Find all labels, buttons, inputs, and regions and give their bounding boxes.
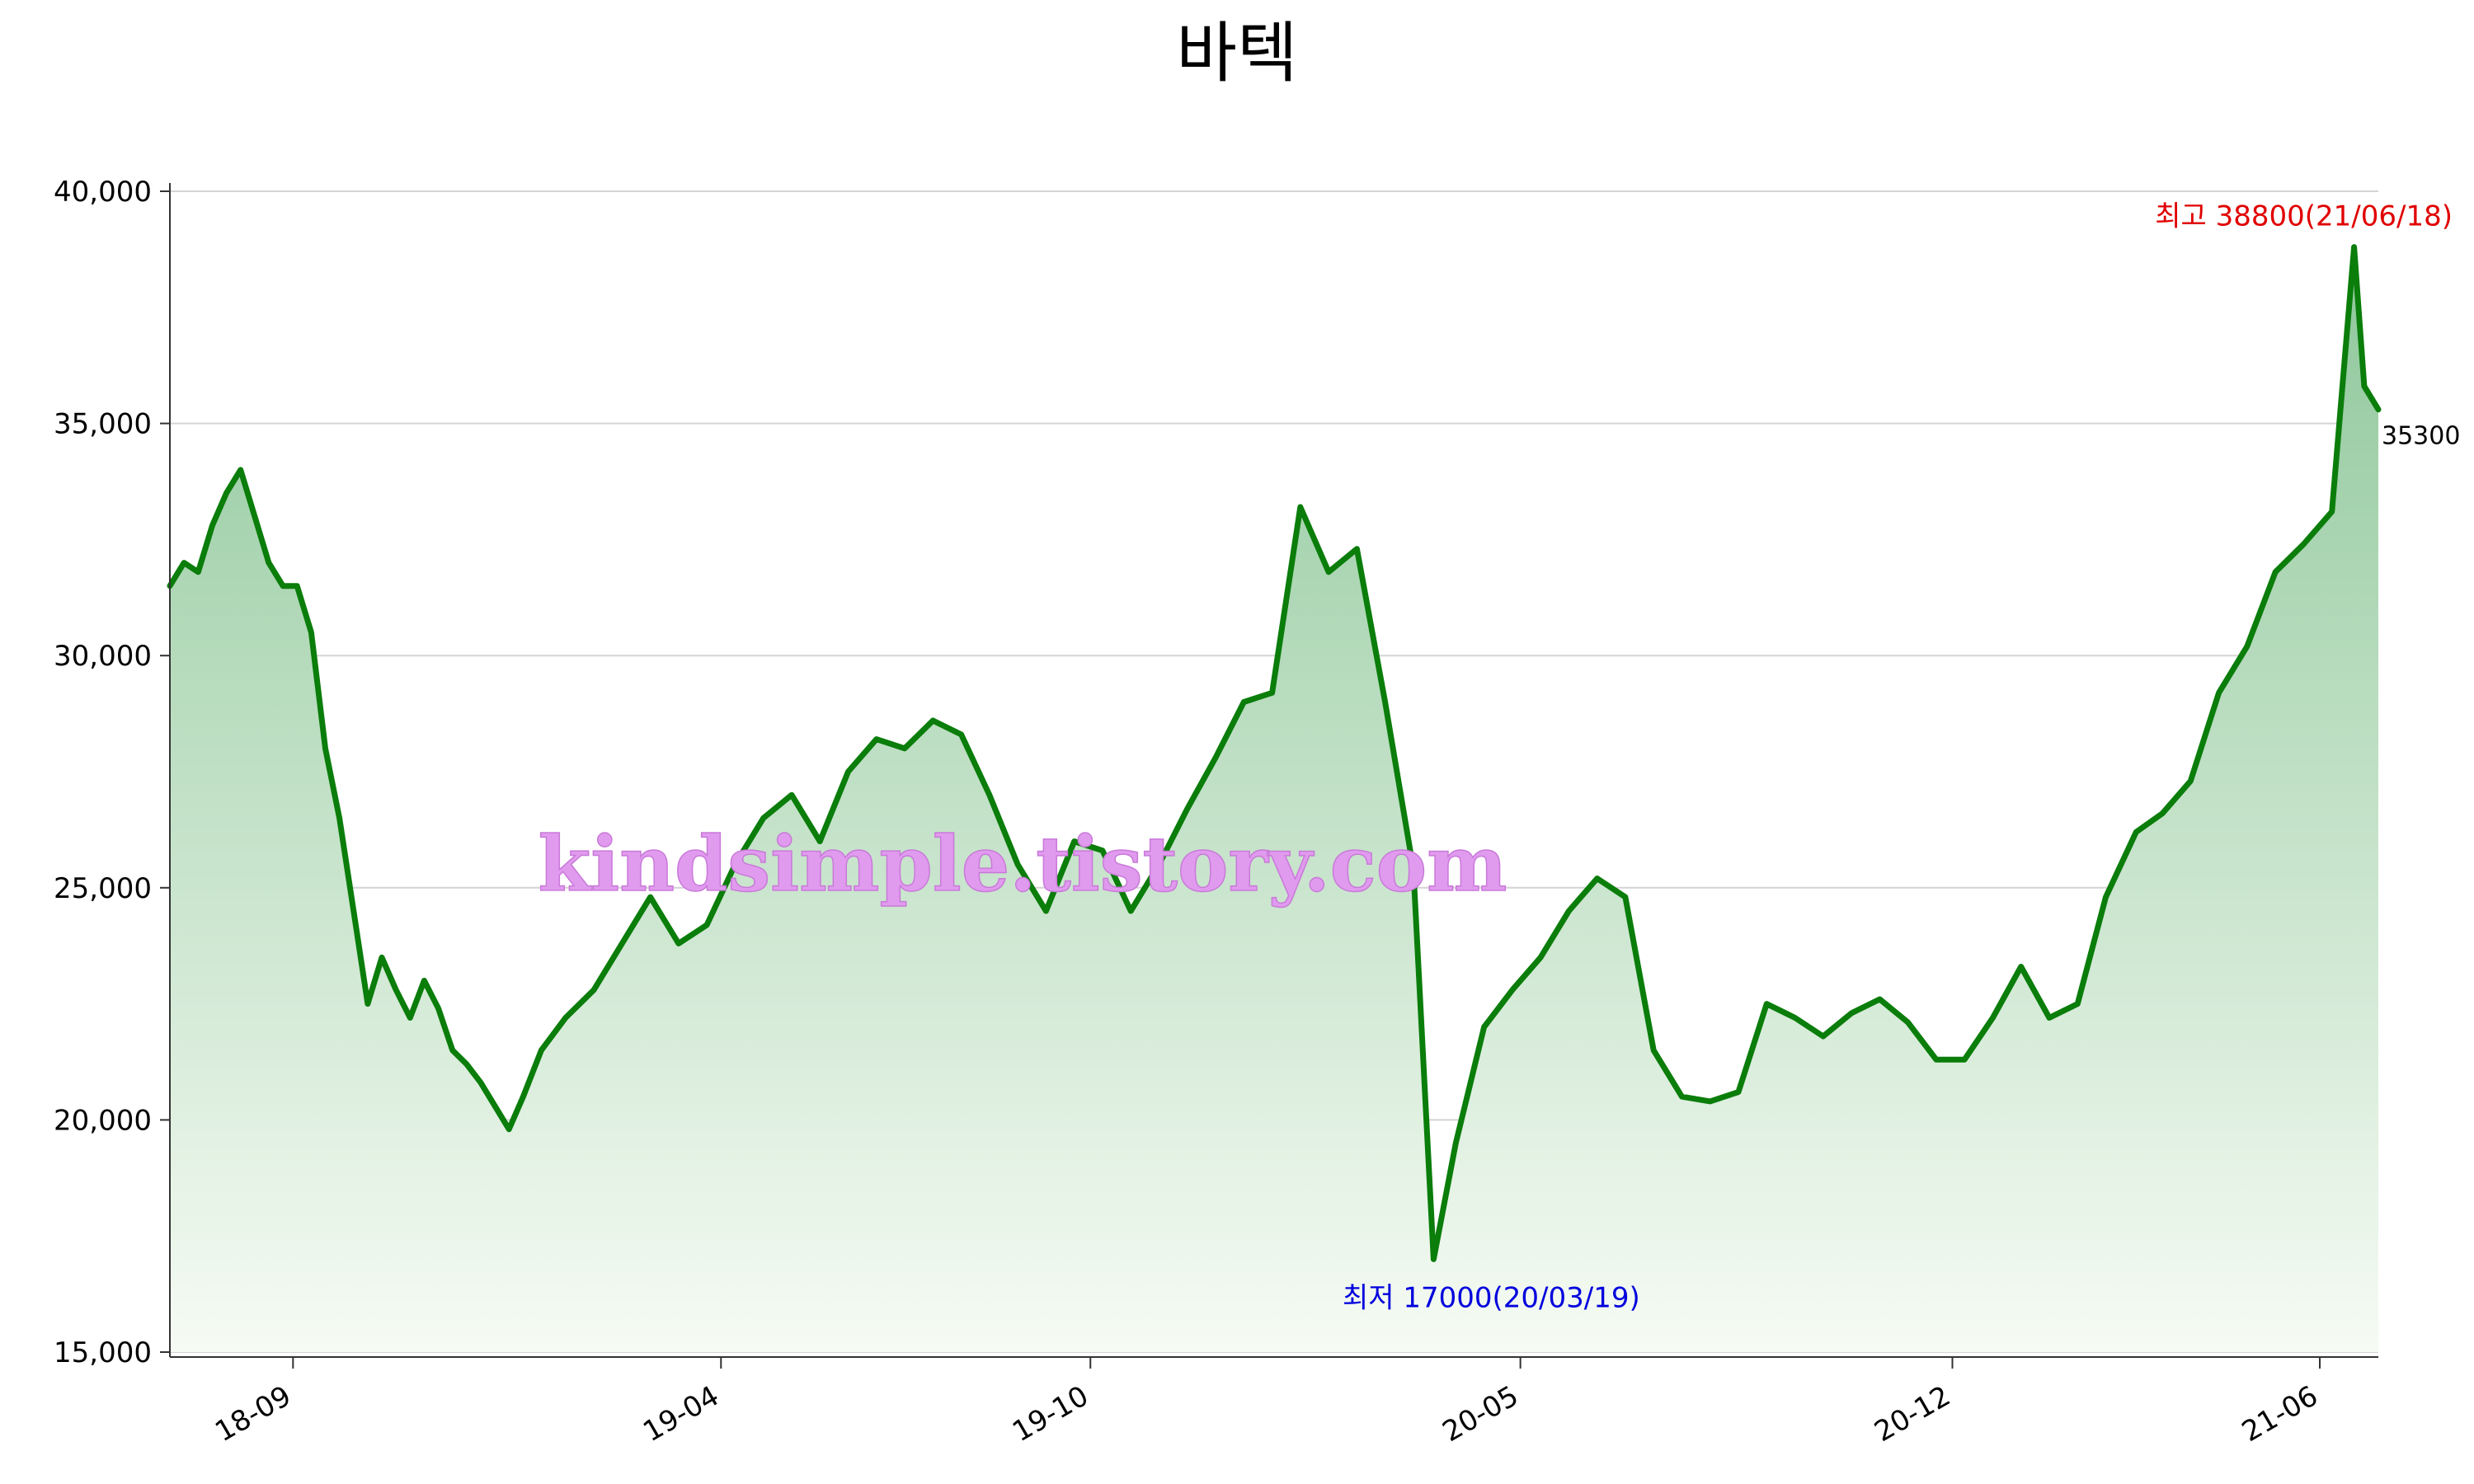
y-tick-label: 25,000 <box>54 872 152 905</box>
y-tick-label: 15,000 <box>54 1336 152 1369</box>
y-tick-label: 40,000 <box>54 176 152 209</box>
axes <box>169 183 2378 1358</box>
x-tick-label: 18-09 <box>209 1379 297 1449</box>
chart-title: 바텍 <box>1176 15 1297 92</box>
price-line <box>167 244 2382 1262</box>
x-axis-ticks: 18-09 19-04 19-10 20-05 20-12 21-06 <box>209 1357 2324 1449</box>
x-tick-label: 19-10 <box>1007 1379 1094 1449</box>
y-axis-ticks: 15,000 20,000 25,000 30,000 35,000 40,000 <box>54 176 170 1369</box>
x-tick-label: 19-04 <box>637 1379 725 1449</box>
x-tick-label: 20-05 <box>1437 1379 1525 1449</box>
y-tick-label: 20,000 <box>54 1104 152 1137</box>
price-area <box>170 247 2378 1353</box>
x-tick-label: 20-12 <box>1869 1379 1956 1449</box>
min-annotation: 최저 17000(20/03/19) <box>1343 1281 1640 1314</box>
x-tick-label: 21-06 <box>2236 1379 2324 1449</box>
price-area-fill <box>170 247 2378 1353</box>
max-annotation: 최고 38800(21/06/18) <box>2155 200 2453 233</box>
watermark-text: kindsimple.tistory.com <box>538 819 1507 909</box>
price-line-path <box>167 244 2382 1262</box>
y-tick-label: 30,000 <box>54 640 152 673</box>
last-value-annotation: 35300 <box>2382 422 2460 451</box>
y-tick-label: 35,000 <box>54 408 152 441</box>
